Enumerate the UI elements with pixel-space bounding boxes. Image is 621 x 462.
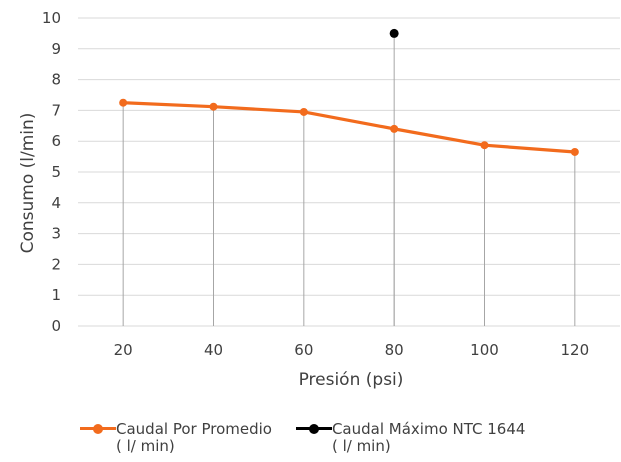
- y-tick-label: 10: [42, 9, 61, 27]
- y-tick-label: 3: [51, 225, 61, 243]
- legend-label: Caudal Máximo NTC 1644 ( l/ min): [331, 420, 526, 455]
- legend-item-series-1: Caudal Por Promedio ( l/ min): [80, 421, 272, 455]
- data-point-series-1: [119, 98, 128, 107]
- legend-swatch-orange-line: [80, 421, 116, 435]
- x-tick-label: 80: [385, 341, 404, 359]
- legend: Caudal Por Promedio ( l/ min) Caudal Máx…: [80, 421, 525, 455]
- data-point-series-1: [570, 147, 579, 156]
- data-point-series-1: [299, 107, 308, 116]
- x-tick-label: 40: [204, 341, 223, 359]
- y-tick-label: 0: [51, 317, 61, 335]
- y-tick-label: 9: [51, 40, 61, 58]
- y-axis-title: Consumo (l/min): [18, 113, 38, 254]
- gridlines: [78, 17, 620, 327]
- y-tick-label: 1: [51, 286, 61, 304]
- y-tick-label: 5: [51, 163, 61, 181]
- x-axis-title: Presión (psi): [299, 370, 404, 390]
- x-tick-label: 100: [470, 341, 499, 359]
- series-line-1: [123, 101, 575, 154]
- y-tick-label: 4: [51, 194, 61, 212]
- legend-swatch-black-line: [295, 421, 332, 435]
- y-tick-label: 7: [51, 101, 61, 119]
- data-point-series-2: [389, 28, 399, 38]
- y-tick-label: 6: [51, 132, 61, 150]
- x-tick-label: 120: [561, 341, 590, 359]
- x-tick-labels: 20 40 60 80 100 120: [114, 341, 590, 359]
- data-point-series-1: [209, 102, 218, 111]
- y-tick-label: 8: [51, 71, 61, 89]
- y-tick-labels: 0 1 2 3 4 5 6 7 8 9 10: [42, 9, 61, 335]
- plot-area: 0 1 2 3 4 5 6 7 8 9 10 20 40 60 80 100 120 Consumo (l/m…: [18, 9, 620, 390]
- y-tick-label: 2: [51, 255, 61, 273]
- legend-label: Caudal Por Promedio ( l/ min): [116, 420, 272, 455]
- drop-lines: [122, 33, 576, 326]
- data-point-series-1: [390, 124, 399, 133]
- series-group: [119, 28, 579, 156]
- x-tick-label: 20: [114, 341, 133, 359]
- legend-item-series-2: Caudal Máximo NTC 1644 ( l/ min): [295, 420, 526, 455]
- x-tick-label: 60: [294, 341, 313, 359]
- data-point-series-1: [480, 141, 489, 150]
